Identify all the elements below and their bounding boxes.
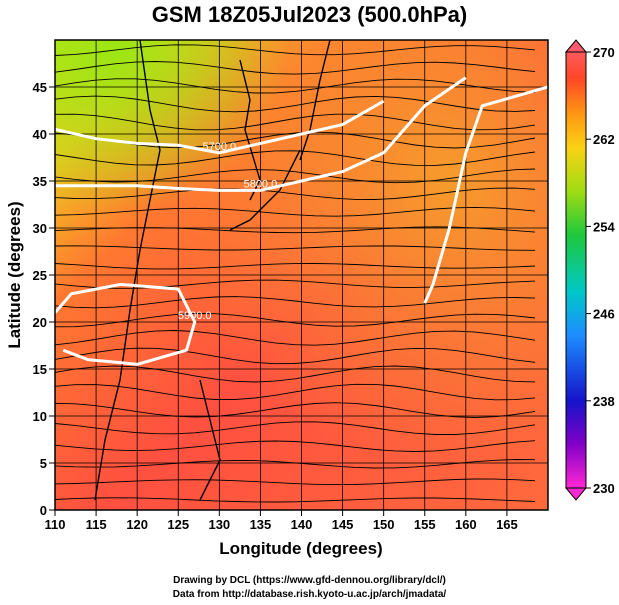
footer-source: Data from http://database.rish.kyoto-u.a… bbox=[172, 589, 447, 600]
streamline bbox=[55, 279, 536, 289]
y-tick-label: 0 bbox=[40, 503, 47, 518]
contour-label: 5700.0 bbox=[203, 141, 237, 153]
y-tick-label: 25 bbox=[33, 268, 47, 283]
streamline bbox=[55, 245, 536, 251]
y-tick-label: 30 bbox=[33, 221, 47, 236]
y-tick-label: 10 bbox=[33, 409, 47, 424]
contour-line bbox=[55, 76, 467, 192]
streamline bbox=[55, 402, 536, 418]
footer-credit: Drawing by DCL (https://www.gfd-dennou.o… bbox=[173, 575, 446, 586]
x-tick-label: 165 bbox=[496, 517, 518, 532]
streamline bbox=[55, 478, 536, 486]
colorbar-tick-label: 246 bbox=[593, 307, 615, 322]
streamline bbox=[55, 187, 536, 200]
streamline bbox=[55, 78, 536, 94]
contour-label: 5900.0 bbox=[178, 310, 212, 322]
streamline bbox=[55, 330, 536, 346]
contour-label: 5800.0 bbox=[244, 178, 278, 190]
x-tick-label: 110 bbox=[45, 517, 66, 532]
streamline bbox=[55, 421, 536, 435]
x-tick-label: 145 bbox=[332, 517, 354, 532]
streamline bbox=[55, 113, 536, 131]
chart-title: GSM 18Z05Jul2023 (500.0hPa) bbox=[151, 2, 468, 27]
contour-line bbox=[55, 99, 385, 155]
y-tick-label: 35 bbox=[33, 174, 47, 189]
x-tick-label: 140 bbox=[291, 517, 313, 532]
contour-line bbox=[423, 85, 548, 304]
lat-lon-grid bbox=[55, 40, 548, 510]
y-tick-label: 20 bbox=[33, 315, 47, 330]
streamline bbox=[55, 365, 536, 383]
x-tick-label: 135 bbox=[250, 517, 272, 532]
x-tick-label: 130 bbox=[208, 517, 230, 532]
colorbar-tick-label: 262 bbox=[593, 132, 615, 147]
y-axis-label: Latitude (degrees) bbox=[5, 201, 24, 348]
colorbar-bottom-arrow bbox=[564, 487, 588, 501]
streamline bbox=[55, 263, 536, 270]
streamline bbox=[55, 497, 536, 503]
colorbar-tick-label: 270 bbox=[593, 45, 615, 60]
colorbar-top-arrow bbox=[564, 39, 588, 53]
streamline bbox=[55, 296, 536, 309]
x-tick-label: 155 bbox=[414, 517, 436, 532]
x-tick-label: 120 bbox=[126, 517, 148, 532]
streamline bbox=[55, 44, 536, 56]
streamline bbox=[55, 459, 536, 469]
colorbar-tick-label: 254 bbox=[593, 219, 615, 234]
colorbar: 270 262 254 246 238 230 bbox=[564, 39, 615, 501]
colorbar-scale bbox=[565, 51, 587, 489]
contour-line bbox=[55, 282, 197, 366]
streamline bbox=[55, 150, 536, 166]
y-tick-label: 15 bbox=[33, 362, 47, 377]
y-tick-label: 5 bbox=[40, 456, 47, 471]
x-tick-label: 115 bbox=[86, 517, 107, 532]
streamline bbox=[55, 61, 536, 75]
land-coastline bbox=[94, 40, 331, 501]
y-tick-label: 45 bbox=[33, 80, 47, 95]
x-axis-label: Longitude (degrees) bbox=[219, 539, 382, 558]
colorbar-tick-label: 230 bbox=[593, 481, 615, 496]
streamline bbox=[55, 168, 536, 184]
x-tick-label: 125 bbox=[167, 517, 189, 532]
x-tick-label: 150 bbox=[373, 517, 395, 532]
streamline bbox=[55, 347, 536, 365]
streamline bbox=[55, 440, 536, 452]
colorbar-tick-label: 238 bbox=[593, 394, 615, 409]
streamline bbox=[55, 95, 536, 113]
streamline bbox=[55, 206, 536, 217]
geopotential-contours: 5700.0 5800.0 5900.0 bbox=[55, 76, 548, 366]
x-tick-label: 160 bbox=[455, 517, 477, 532]
y-tick-label: 40 bbox=[33, 127, 47, 142]
axis-ticks: 110 115 120 125 130 135 140 145 150 155 160 165 0 5 10… bbox=[33, 80, 518, 532]
map-chart: 5700.0 5800.0 5900.0 110 115 120 125 130 135 140… bbox=[5, 39, 615, 558]
